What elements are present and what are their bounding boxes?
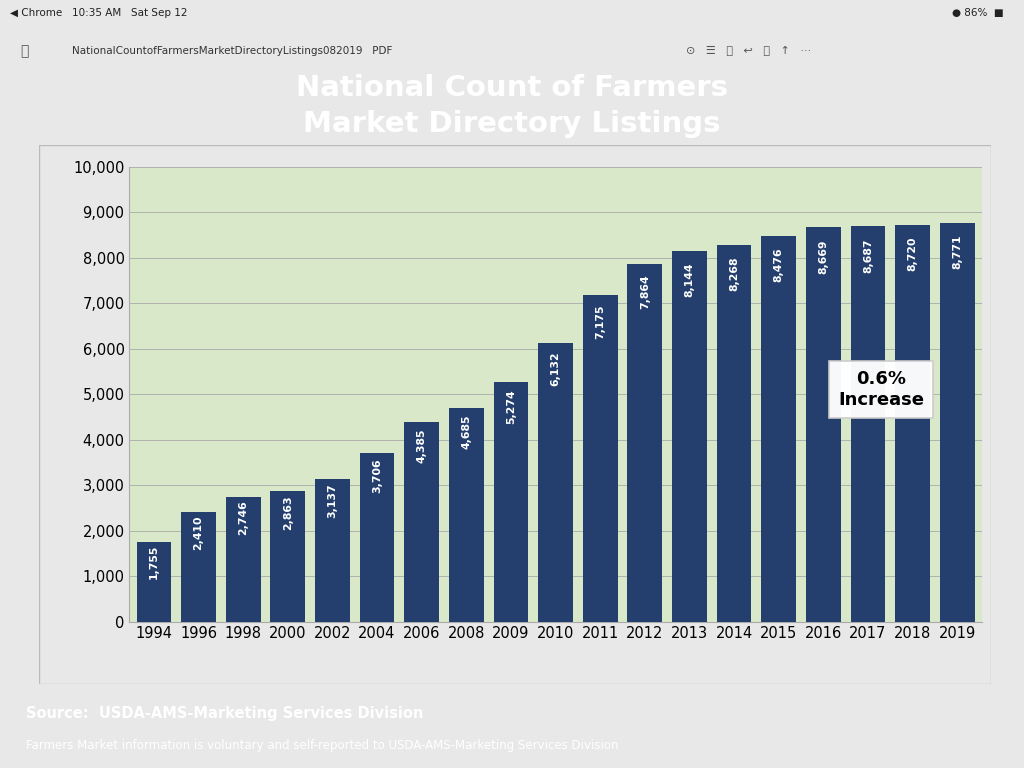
Text: ⊙   ☰   🔖   ↩   🔍   ↑   ···: ⊙ ☰ 🔖 ↩ 🔍 ↑ ···: [686, 46, 811, 56]
Bar: [136, 541, 171, 621]
Bar: [583, 295, 617, 621]
Bar: [181, 512, 216, 621]
Bar: [449, 409, 483, 621]
Text: 7,175: 7,175: [595, 305, 605, 339]
Bar: [851, 227, 886, 621]
Text: 〈: 〈: [20, 44, 29, 58]
Text: 1,755: 1,755: [148, 545, 159, 578]
Text: 8,669: 8,669: [818, 239, 828, 273]
Text: 8,771: 8,771: [952, 234, 963, 269]
Bar: [494, 382, 528, 621]
Text: ◀ Chrome   10:35 AM   Sat Sep 12: ◀ Chrome 10:35 AM Sat Sep 12: [10, 8, 187, 18]
Text: 8,144: 8,144: [684, 262, 694, 296]
Text: NationalCountofFarmersMarketDirectoryListings082019   PDF: NationalCountofFarmersMarketDirectoryLis…: [72, 46, 392, 56]
Text: National Count of Farmers
Market Directory Listings: National Count of Farmers Market Directo…: [296, 74, 728, 137]
Bar: [359, 453, 394, 621]
Bar: [270, 492, 305, 621]
Text: 8,476: 8,476: [774, 247, 783, 282]
Text: ● 86%  ■: ● 86% ■: [952, 8, 1004, 18]
Bar: [539, 343, 573, 621]
Bar: [717, 246, 752, 621]
Bar: [672, 251, 707, 621]
Text: 3,137: 3,137: [328, 483, 338, 518]
Bar: [761, 236, 796, 621]
Text: 2,746: 2,746: [239, 501, 248, 535]
Bar: [315, 479, 350, 621]
Text: 2,410: 2,410: [194, 515, 204, 550]
Text: 8,268: 8,268: [729, 257, 739, 291]
Text: 7,864: 7,864: [640, 275, 650, 310]
Text: 4,685: 4,685: [461, 415, 471, 449]
Bar: [895, 225, 930, 621]
Text: Source:  USDA-AMS-Marketing Services Division: Source: USDA-AMS-Marketing Services Divi…: [26, 706, 423, 720]
Text: 5,274: 5,274: [506, 389, 516, 423]
Bar: [404, 422, 439, 621]
Text: 4,385: 4,385: [417, 428, 427, 462]
Text: 8,720: 8,720: [907, 237, 918, 271]
Text: 3,706: 3,706: [372, 458, 382, 493]
Bar: [628, 264, 663, 621]
Bar: [806, 227, 841, 621]
Text: 8,687: 8,687: [863, 238, 872, 273]
Bar: [940, 223, 975, 621]
Text: 6,132: 6,132: [551, 351, 560, 386]
Bar: [225, 497, 260, 621]
Text: 2,863: 2,863: [283, 495, 293, 530]
Text: 0.6%
Increase: 0.6% Increase: [839, 370, 925, 409]
Text: Farmers Market information is voluntary and self-reported to USDA-AMS-Marketing : Farmers Market information is voluntary …: [26, 739, 618, 752]
